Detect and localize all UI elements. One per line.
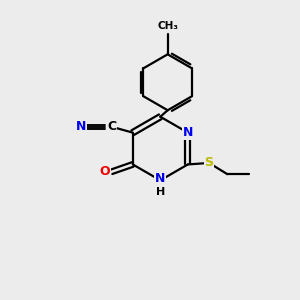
Text: N: N	[155, 172, 166, 185]
Text: N: N	[183, 126, 193, 139]
Text: O: O	[100, 165, 110, 178]
Text: N: N	[76, 120, 86, 133]
Text: C: C	[107, 120, 116, 133]
Text: H: H	[156, 187, 165, 196]
Text: CH₃: CH₃	[157, 21, 178, 31]
Text: S: S	[205, 157, 214, 169]
